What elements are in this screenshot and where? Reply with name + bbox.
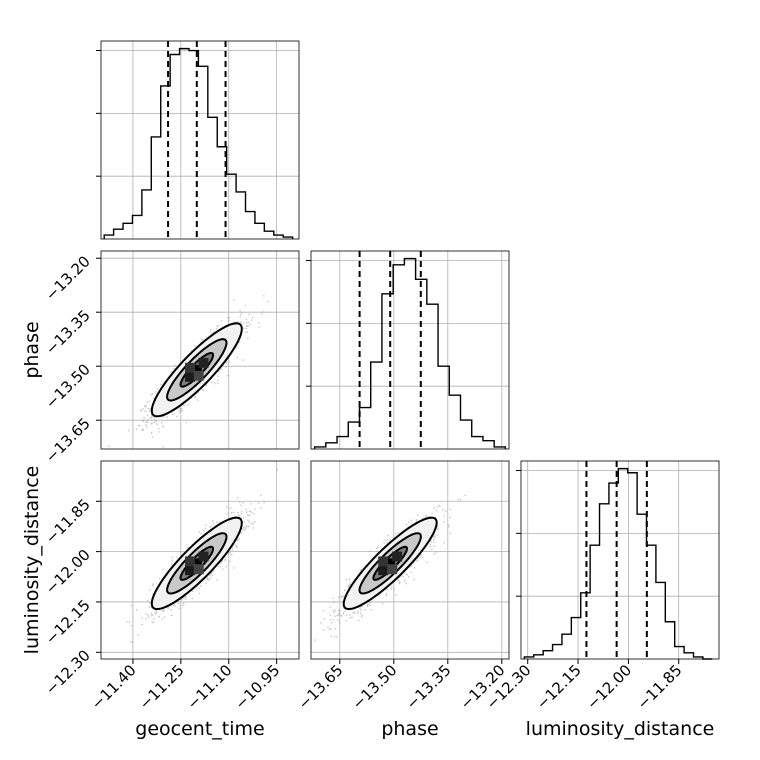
- hist-panel-geocent_time: [96, 40, 300, 240]
- y-tick-label: −11.85: [42, 495, 94, 547]
- histogram-luminosity_distance: [523, 467, 713, 660]
- x-tick-label: −11.25: [136, 661, 188, 713]
- y-axis-title-luminosity_distance: luminosity_distance: [21, 466, 43, 655]
- panel-contents: [101, 251, 299, 449]
- panel-frame: [310, 460, 510, 660]
- density-cell: [378, 565, 389, 576]
- density-cell: [378, 556, 389, 567]
- x-tick-label: −11.10: [184, 661, 236, 713]
- panel-frame: [310, 250, 510, 450]
- density-cell: [193, 370, 204, 381]
- scatter-panel-geocent_time-phase: [100, 250, 300, 450]
- x-axis-title-geocent_time: geocent_time: [135, 718, 264, 740]
- x-tick-label: −12.15: [533, 661, 585, 713]
- x-axis-title-luminosity_distance: luminosity_distance: [526, 718, 715, 740]
- y-tick-label: −13.35: [42, 306, 94, 358]
- density-cell: [193, 564, 204, 575]
- histogram-geocent_time: [103, 47, 294, 239]
- y-tick-label: −13.50: [42, 360, 94, 412]
- x-axis-title-phase: phase: [381, 718, 438, 740]
- density-cell: [185, 362, 196, 373]
- x-tick-label: −11.40: [88, 661, 140, 713]
- density-cell: [198, 551, 209, 562]
- panel-frame: [520, 460, 720, 660]
- hist-panel-phase: [306, 250, 510, 450]
- y-axis-title-phase: phase: [21, 321, 43, 378]
- panel-frame: [100, 40, 300, 240]
- histogram-phase: [313, 257, 507, 449]
- density-cell: [198, 357, 209, 368]
- y-tick-label: −12.30: [42, 646, 94, 698]
- x-tick-label: −10.95: [231, 661, 283, 713]
- x-tick-label: −11.85: [634, 661, 686, 713]
- panel-frame: [100, 250, 300, 450]
- y-tick-label: −12.15: [42, 596, 94, 648]
- hist-panel-luminosity_distance: [516, 460, 720, 660]
- panel-contents: [311, 461, 509, 659]
- density-cell: [185, 565, 196, 576]
- density-cell: [392, 551, 403, 562]
- panel-contents: [101, 461, 299, 659]
- density-cell: [385, 558, 396, 569]
- scatter-panel-phase-luminosity_distance: [310, 460, 510, 660]
- density-cell: [387, 564, 398, 575]
- y-tick-label: −13.65: [42, 414, 94, 466]
- x-tick-label: −13.50: [349, 661, 401, 713]
- y-tick-label: −13.20: [42, 252, 94, 304]
- scatter-panel-geocent_time-luminosity_distance: [100, 460, 300, 660]
- density-cell: [185, 371, 196, 382]
- y-tick-label: −12.00: [42, 546, 94, 598]
- panel-frame: [100, 460, 300, 660]
- x-tick-label: −13.35: [403, 661, 455, 713]
- x-tick-label: −13.65: [295, 661, 347, 713]
- density-cell: [191, 558, 202, 569]
- x-tick-label: −12.00: [583, 661, 635, 713]
- density-cell: [185, 556, 196, 567]
- density-cell: [191, 364, 202, 375]
